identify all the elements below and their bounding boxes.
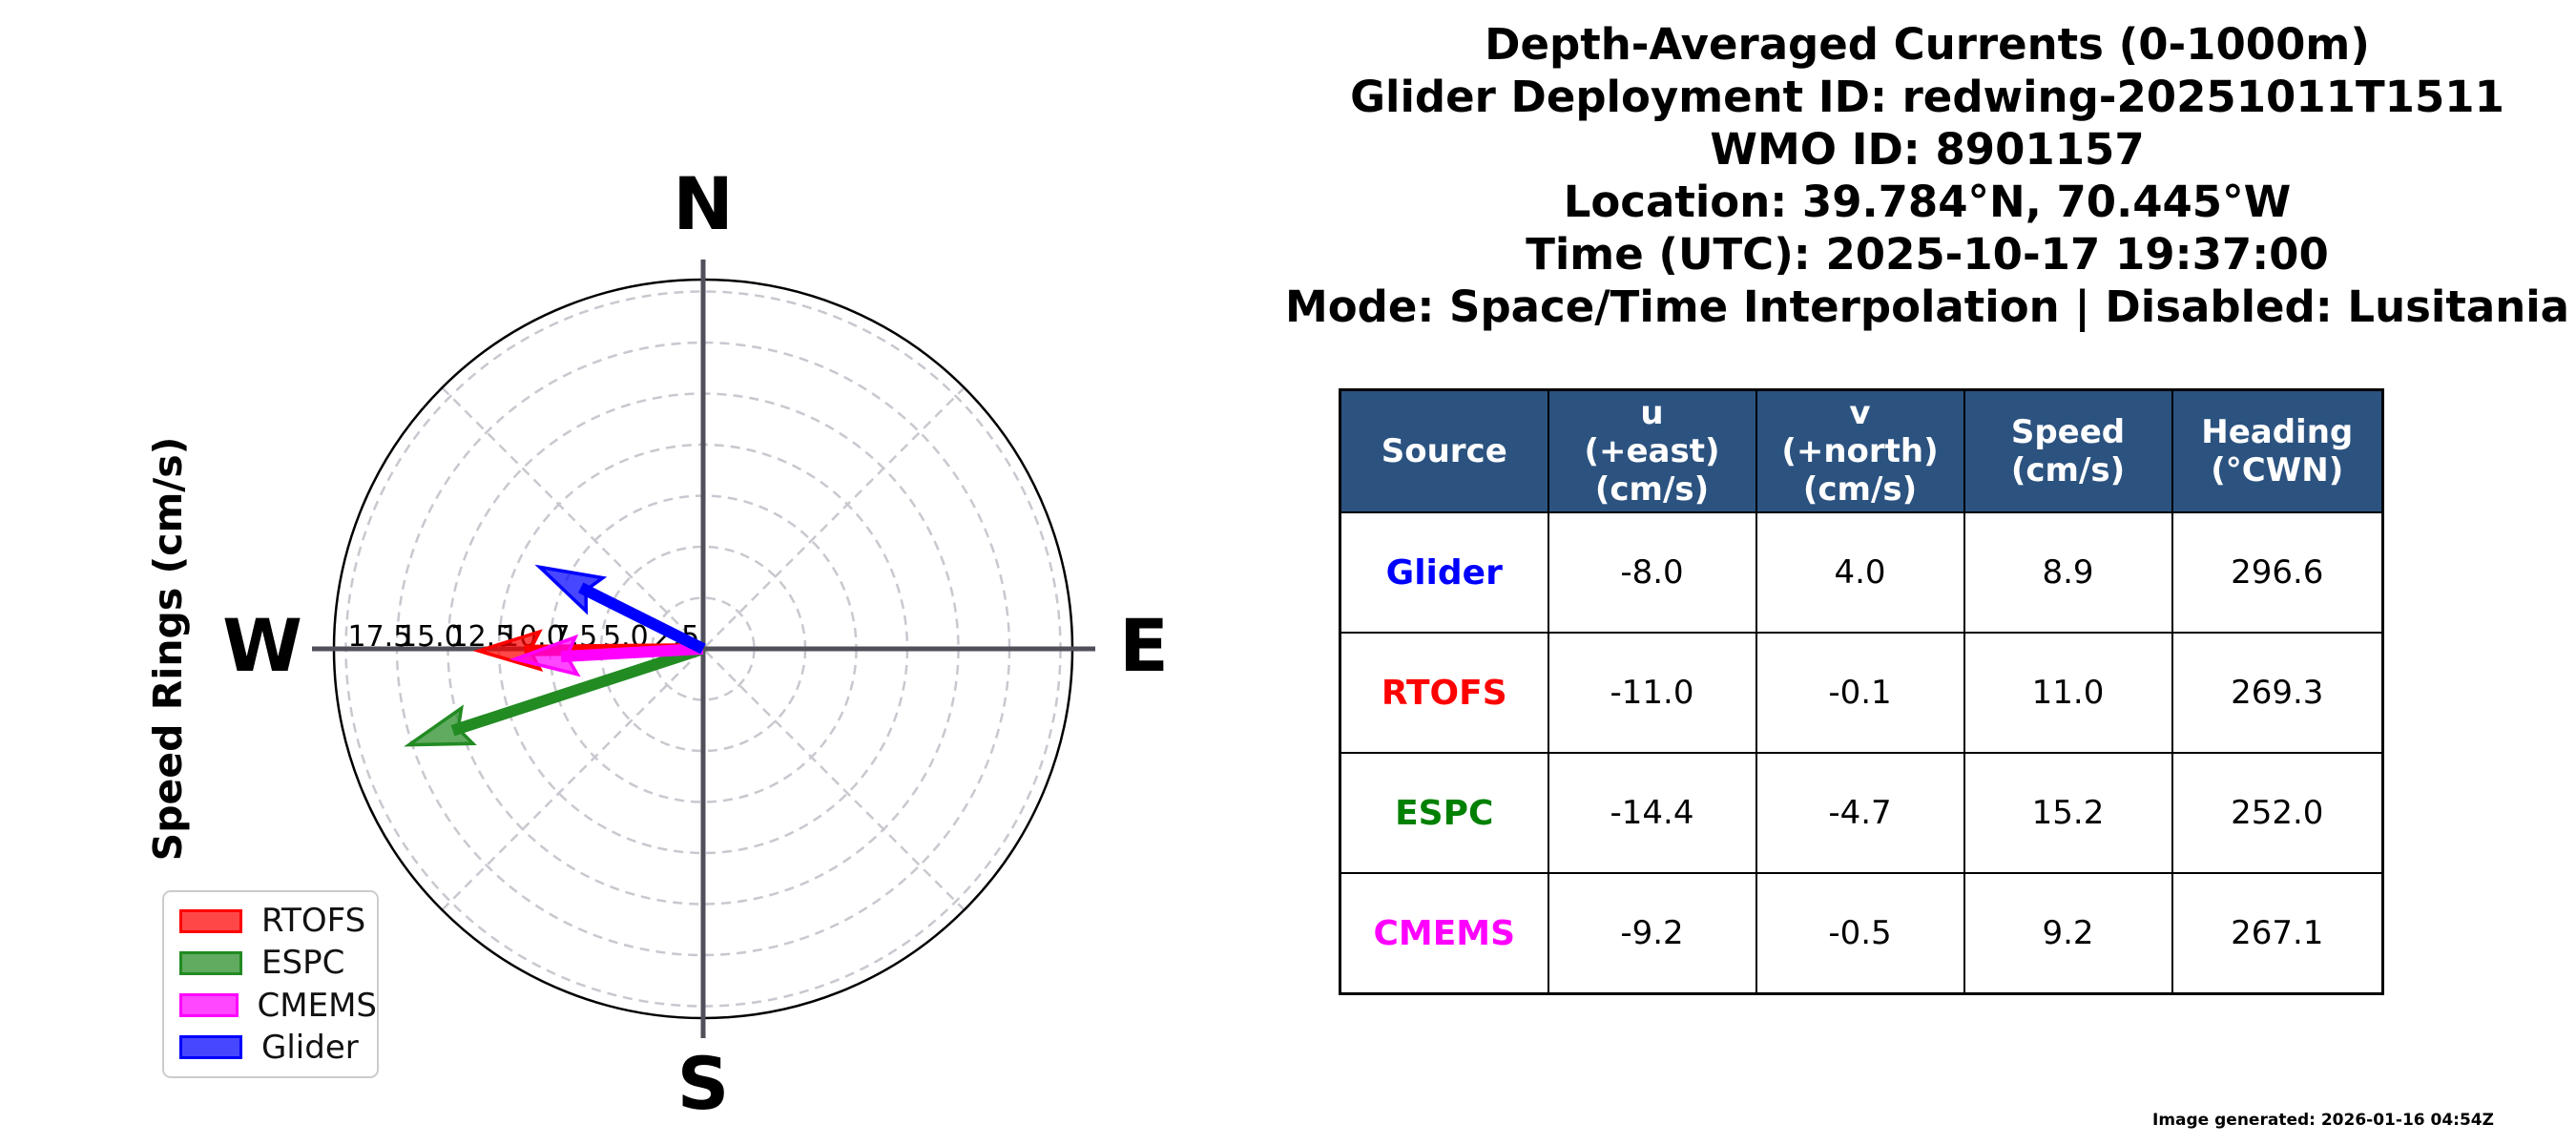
arrow-cmems <box>509 634 704 677</box>
current-vector-arrows <box>404 564 706 747</box>
cell-heading: 269.3 <box>2171 632 2384 754</box>
compass-label-east: E <box>1119 603 1169 688</box>
cell-speed: 9.2 <box>1963 872 2173 995</box>
arrow-shaft <box>578 582 706 655</box>
compass-label-west: W <box>222 603 302 688</box>
ring-label-17.5: 17.5 <box>348 620 412 654</box>
table-header-cell-0: Source <box>1339 388 1549 513</box>
title-block: Depth-Averaged Currents (0-1000m) Glider … <box>1283 18 2571 333</box>
cell-speed: 8.9 <box>1963 511 2173 634</box>
cell-v: -0.1 <box>1755 632 1965 754</box>
current-compass-plot: 2.55.07.510.012.515.017.5 N S W E Speed … <box>145 161 1169 1126</box>
cell-source: RTOFS <box>1339 632 1549 754</box>
title-line-1: Depth-Averaged Currents (0-1000m) <box>1485 19 2370 70</box>
legend-label: CMEMS <box>257 986 377 1025</box>
table-header-cell-2: v (+north) (cm/s) <box>1755 388 1965 513</box>
compass-label-north: N <box>673 161 734 246</box>
legend-swatch-cmems <box>179 993 239 1018</box>
legend-swatch-espc <box>179 950 242 975</box>
radial-axis-label: Speed Rings (cm/s) <box>145 437 191 862</box>
legend-item-rtofs: RTOFS <box>179 902 377 940</box>
legend-item-espc: ESPC <box>179 944 377 982</box>
cell-source: CMEMS <box>1339 872 1549 995</box>
table-header-cell-1: u (+east) (cm/s) <box>1547 388 1757 513</box>
legend-label: Glider <box>261 1028 359 1067</box>
cell-speed: 15.2 <box>1963 752 2173 874</box>
cell-v: 4.0 <box>1755 511 1965 634</box>
cell-heading: 252.0 <box>2171 752 2384 874</box>
arrow-espc <box>404 643 705 747</box>
cell-heading: 296.6 <box>2171 511 2384 634</box>
legend-item-glider: Glider <box>179 1029 377 1067</box>
arrow-head <box>534 564 608 615</box>
arrow-shaft <box>560 643 704 663</box>
arrow-shaft <box>450 643 705 737</box>
title-line-4: Location: 39.784°N, 70.445°W <box>1563 177 2292 227</box>
cell-source: Glider <box>1339 511 1549 634</box>
cell-v: -0.5 <box>1755 872 1965 995</box>
cell-u: -11.0 <box>1547 632 1757 754</box>
legend: RTOFS ESPC CMEMS Glider <box>162 890 379 1078</box>
arrow-head <box>509 634 581 677</box>
legend-swatch-rtofs <box>179 908 242 933</box>
sources-table: Source u (+east) (cm/s) v (+north) (cm/s) S… <box>1339 388 2384 995</box>
title-line-3: WMO ID: 8901157 <box>1710 124 2145 175</box>
legend-swatch-glider <box>179 1035 242 1060</box>
table-row-rtofs: RTOFS -11.0 -0.1 11.0 269.3 <box>1339 632 2384 754</box>
legend-item-cmems: CMEMS <box>179 987 377 1025</box>
table-row-cmems: CMEMS -9.2 -0.5 9.2 267.1 <box>1339 872 2384 995</box>
cell-v: -4.7 <box>1755 752 1965 874</box>
table-header-cell-3: Speed (cm/s) <box>1963 388 2173 513</box>
cell-heading: 267.1 <box>2171 872 2384 995</box>
cell-u: -14.4 <box>1547 752 1757 874</box>
cell-speed: 11.0 <box>1963 632 2173 754</box>
title-line-5: Time (UTC): 2025-10-17 19:37:00 <box>1526 229 2329 280</box>
table-header-cell-4: Heading (°CWN) <box>2171 388 2384 513</box>
cell-u: -9.2 <box>1547 872 1757 995</box>
arrow-head <box>404 704 477 747</box>
diagonal-gridlines <box>441 386 966 911</box>
diagonal-gridline-1 <box>441 386 966 911</box>
title-line-6: Mode: Space/Time Interpolation | Disable… <box>1284 281 2570 332</box>
table-row-espc: ESPC -14.4 -4.7 15.2 252.0 <box>1339 752 2384 874</box>
cell-u: -8.0 <box>1547 511 1757 634</box>
table-row-glider: Glider -8.0 4.0 8.9 296.6 <box>1339 511 2384 634</box>
table-header: Source u (+east) (cm/s) v (+north) (cm/s) S… <box>1339 388 2384 513</box>
compass-label-south: S <box>677 1041 730 1126</box>
sources-table-wrap: Source u (+east) (cm/s) v (+north) (cm/s) S… <box>1339 388 2384 995</box>
title-line-2: Glider Deployment ID: redwing-20251011T1… <box>1350 72 2504 122</box>
arrow-glider <box>534 564 706 655</box>
table-body: Glider -8.0 4.0 8.9 296.6 RTOFS -11.0 -0.1 11.0 2… <box>1339 511 2384 995</box>
cell-source: ESPC <box>1339 752 1549 874</box>
diagonal-gridline-2 <box>441 386 966 911</box>
legend-label: RTOFS <box>261 902 366 941</box>
generated-timestamp: Image generated: 2026-01-16 04:54Z <box>2152 1111 2494 1130</box>
legend-label: ESPC <box>261 944 345 983</box>
ring-label-15: 15.0 <box>399 620 463 654</box>
